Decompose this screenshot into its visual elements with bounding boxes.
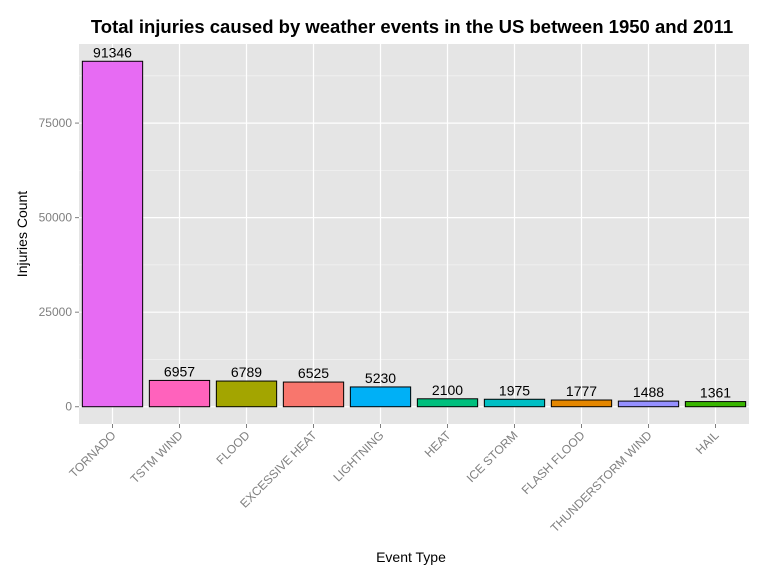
bar bbox=[684, 401, 747, 408]
chart-title: Total injuries caused by weather events … bbox=[91, 16, 733, 37]
bar bbox=[215, 380, 278, 408]
x-tick-label: FLASH FLOOD bbox=[519, 428, 588, 497]
plot-panel bbox=[79, 44, 749, 424]
y-tick-label: 75000 bbox=[39, 116, 73, 130]
bar-value-label: 1361 bbox=[700, 385, 731, 401]
bar bbox=[81, 60, 144, 408]
minor-gridlines bbox=[79, 75, 749, 360]
bar bbox=[349, 386, 412, 408]
x-axis-title: Event Type bbox=[376, 549, 446, 565]
y-tick-label: 25000 bbox=[39, 305, 73, 319]
bar-value-label: 6525 bbox=[298, 365, 329, 381]
y-axis-ticks: 0 25000 50000 75000 bbox=[39, 116, 79, 414]
data-labels: 91346 6957 6789 6525 5230 2100 1975 1777 1488 136… bbox=[93, 44, 731, 400]
bar bbox=[282, 381, 345, 408]
bar-value-label: 1777 bbox=[566, 383, 597, 399]
bar-value-label: 6957 bbox=[164, 363, 195, 379]
bar-value-label: 1488 bbox=[633, 384, 664, 400]
x-tick-label: TORNADO bbox=[66, 428, 118, 480]
x-tick-label: ICE STORM bbox=[464, 428, 521, 485]
y-axis-title: Injuries Count bbox=[14, 191, 30, 277]
bar-value-label: 6789 bbox=[231, 364, 262, 380]
bar bbox=[550, 399, 613, 408]
x-tick-label: FLOOD bbox=[213, 428, 252, 467]
bar-value-label: 1975 bbox=[499, 382, 530, 398]
x-tick-label: HEAT bbox=[422, 428, 454, 460]
x-tick-label: LIGHTNING bbox=[331, 428, 387, 484]
bar bbox=[617, 400, 680, 408]
bar-value-label: 5230 bbox=[365, 370, 396, 386]
bar bbox=[148, 379, 211, 408]
x-tick-label: HAIL bbox=[693, 428, 722, 457]
bar-value-label: 91346 bbox=[93, 44, 132, 60]
bars bbox=[81, 60, 747, 408]
y-tick-label: 0 bbox=[65, 400, 72, 414]
bar-value-label: 2100 bbox=[432, 382, 463, 398]
bar bbox=[483, 398, 546, 408]
y-tick-label: 50000 bbox=[39, 211, 73, 225]
bar bbox=[416, 398, 479, 408]
x-tick-label: TSTM WIND bbox=[128, 428, 186, 486]
